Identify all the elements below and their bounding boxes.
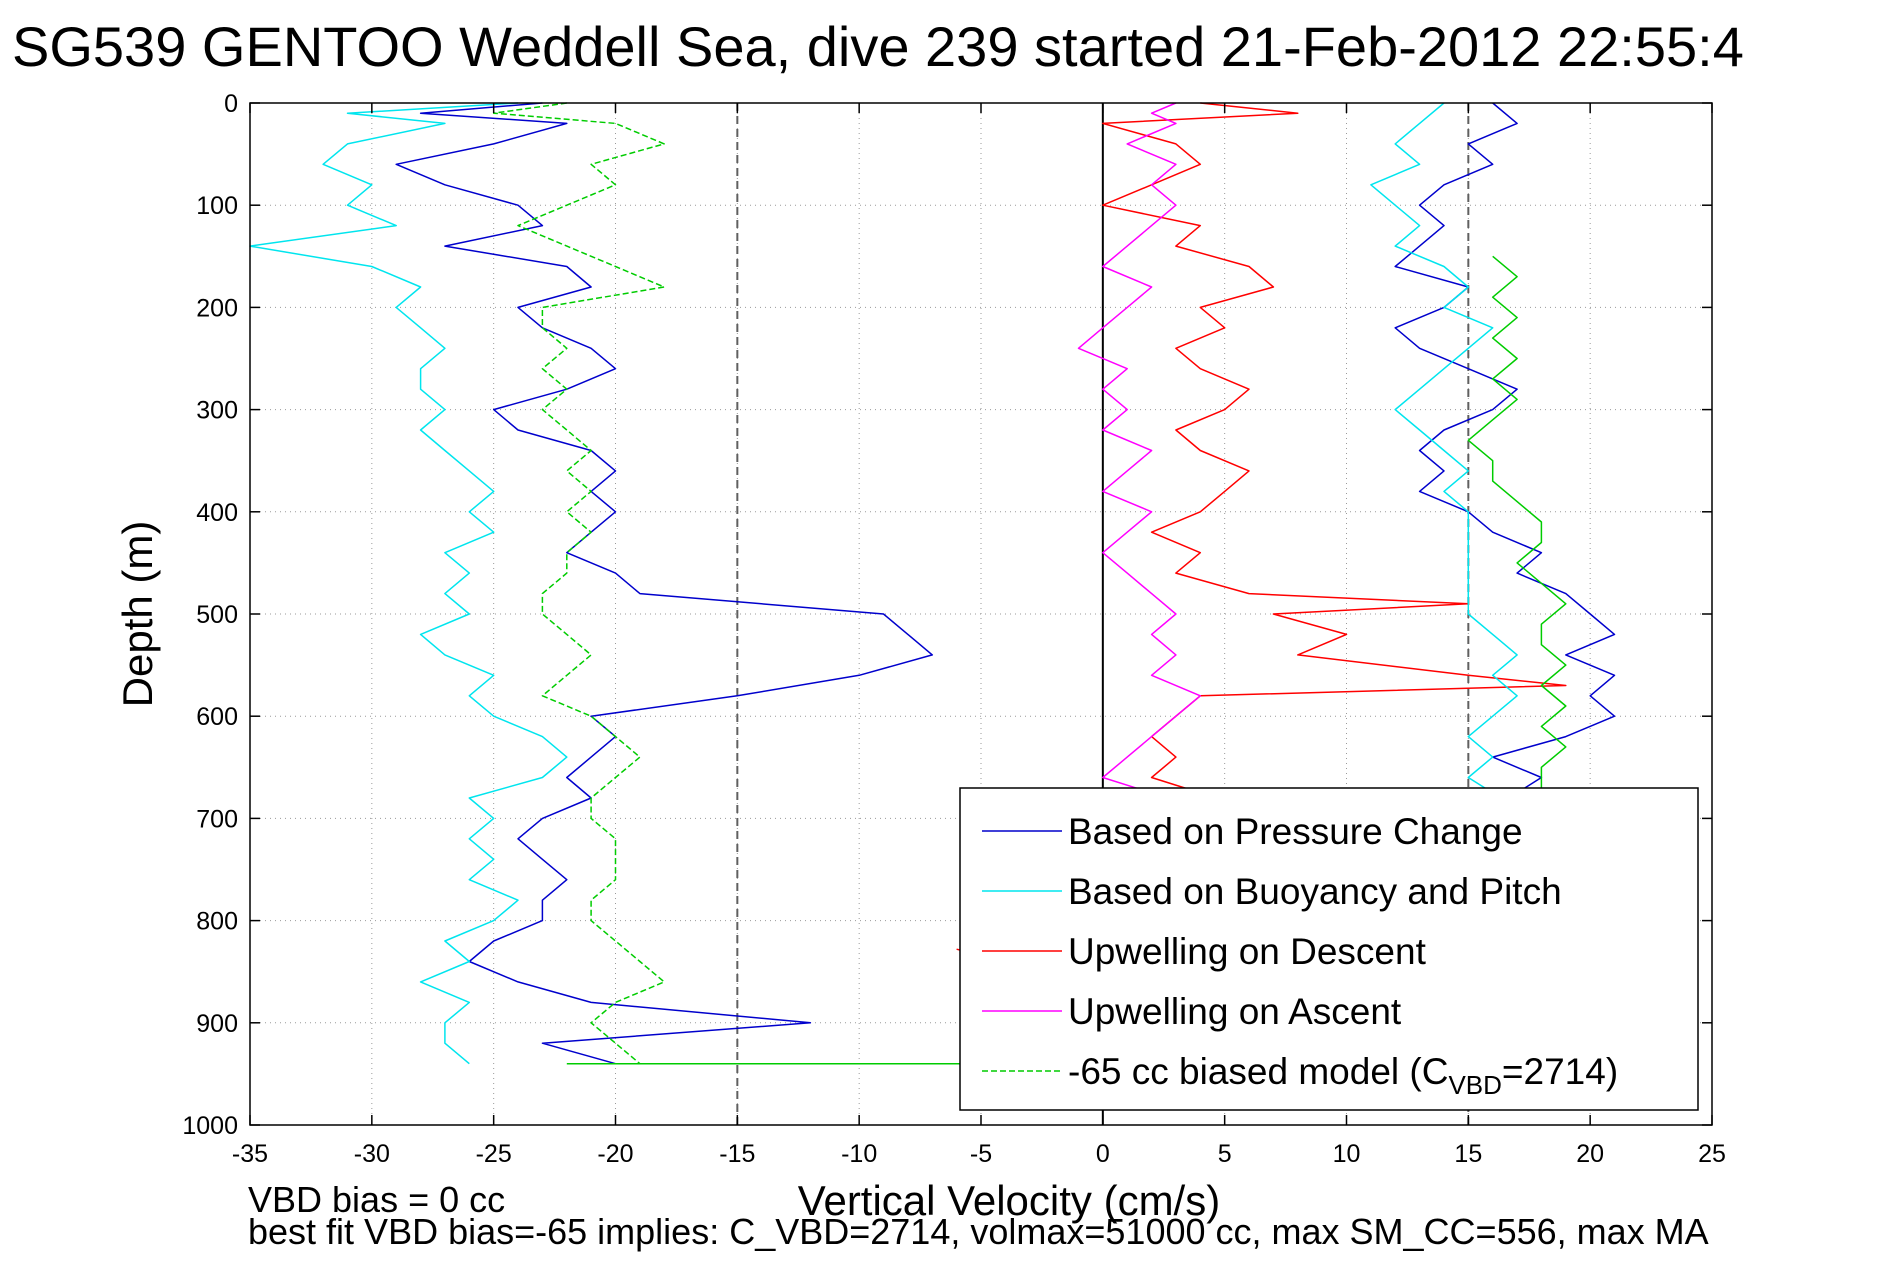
x-tick-label: 20 (1576, 1140, 1604, 1168)
ascent-series-line (1394, 102, 1616, 794)
y-tick-label: 200 (196, 294, 238, 322)
chart-title: SG539 GENTOO Weddell Sea, dive 239 start… (12, 15, 1744, 78)
legend-box (959, 787, 1699, 1111)
x-tick-label: -10 (841, 1140, 877, 1168)
x-tick-label: -35 (232, 1140, 268, 1168)
series-line (1077, 102, 1202, 794)
x-axis-label: Vertical Velocity (cm/s) (798, 1177, 1220, 1224)
footer-line-1: VBD bias = 0 cc (248, 1179, 505, 1220)
footer-line-2: best fit VBD bias=-65 implies: C_VBD=271… (248, 1211, 1709, 1252)
x-tick-label: 5 (1218, 1140, 1232, 1168)
series-line (395, 102, 934, 1065)
y-tick-label: 600 (196, 703, 238, 731)
x-tick-label: 25 (1698, 1140, 1726, 1168)
y-tick-label: 500 (196, 601, 238, 629)
series-line (1102, 102, 1567, 794)
y-tick-label: 800 (196, 908, 238, 936)
y-tick-label: 700 (196, 805, 238, 833)
x-tick-label: -30 (354, 1140, 390, 1168)
y-axis-ticks: 0 100 200 300 400 500 600 700 800 900 1000 (182, 90, 1712, 1140)
x-tick-label: -15 (719, 1140, 755, 1168)
y-tick-label: 400 (196, 499, 238, 527)
legend-label: Based on Buoyancy and Pitch (1068, 871, 1562, 912)
legend-label: -65 cc biased model (CVBD=2714) (1068, 1051, 1618, 1100)
legend-label: Based on Pressure Change (1068, 811, 1523, 852)
y-tick-label: 1000 (182, 1112, 238, 1140)
legend-label: Upwelling on Ascent (1068, 991, 1402, 1032)
x-tick-label: -25 (476, 1140, 512, 1168)
x-tick-label: -20 (597, 1140, 633, 1168)
x-tick-label: 0 (1096, 1140, 1110, 1168)
y-tick-label: 900 (196, 1010, 238, 1038)
legend: Based on Pressure Change Based on Buoyanc… (959, 787, 1699, 1111)
series-line (249, 102, 568, 1065)
x-tick-label: -5 (970, 1140, 992, 1168)
y-tick-label: 100 (196, 192, 238, 220)
series-line (492, 102, 665, 1065)
ascent-series-line (1467, 255, 1567, 793)
x-axis-ticks: -35 -30 -25 -20 -15 -10 -5 0 5 10 15 20 25 (232, 103, 1726, 1168)
y-tick-label: 0 (224, 90, 238, 118)
y-axis-label: Depth (m) (114, 521, 161, 708)
legend-label: Upwelling on Descent (1068, 931, 1427, 972)
x-tick-label: 10 (1333, 1140, 1361, 1168)
ascent-series-line (1370, 102, 1518, 794)
y-tick-label: 300 (196, 397, 238, 425)
x-tick-label: 15 (1454, 1140, 1482, 1168)
series-layer (249, 102, 1616, 1065)
